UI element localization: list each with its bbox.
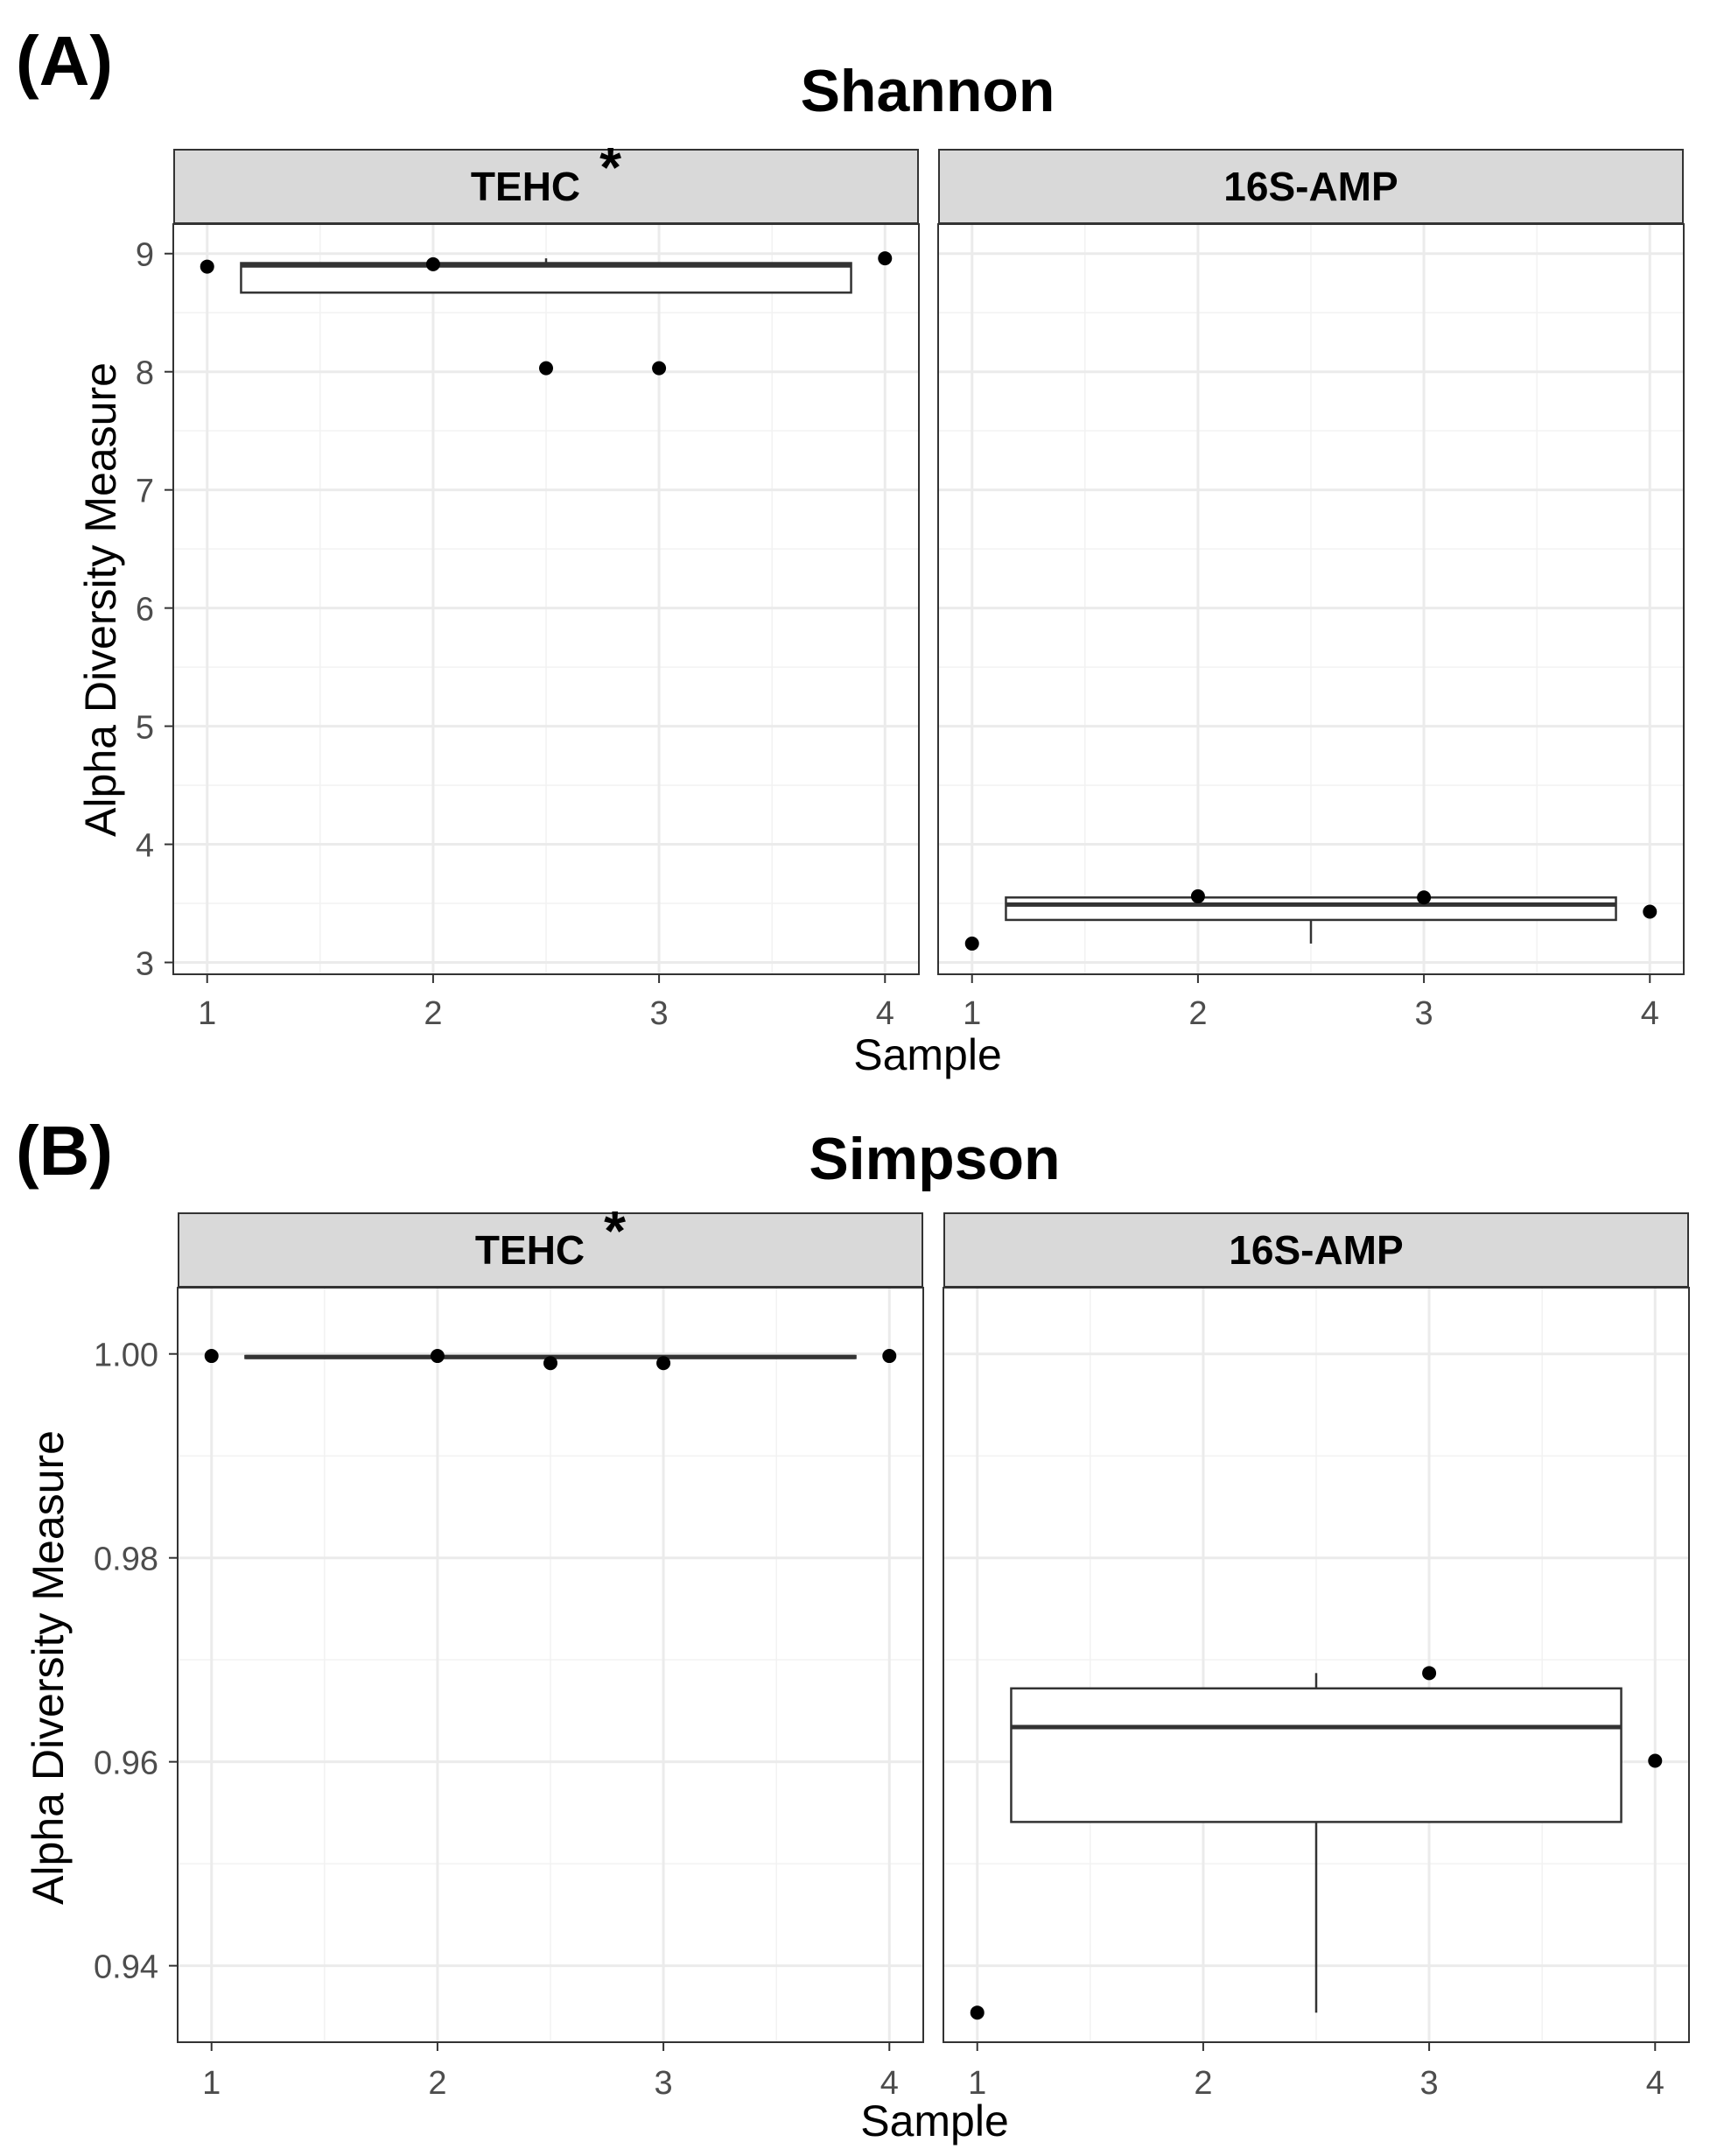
facet-label-tehc-b: TEHC bbox=[474, 1227, 585, 1273]
data-point bbox=[430, 1349, 445, 1364]
panel-label-a: (A) bbox=[16, 22, 114, 100]
y-tick-label-a: 5 bbox=[136, 710, 154, 747]
y-tick-label-a: 7 bbox=[136, 474, 154, 510]
data-point bbox=[1648, 1753, 1663, 1768]
panel-border-a1 bbox=[937, 223, 1685, 975]
significance-star-b: * bbox=[604, 1199, 627, 1262]
x-tick-label-b: 2 bbox=[1194, 2065, 1212, 2102]
simpson-plot: 0.94 0.96 0.98 1.00 1 2 3 4 1 2 3 4 bbox=[94, 1287, 1690, 2102]
y-tick-label-b: 0.94 bbox=[94, 1949, 158, 1986]
x-tick-label-b: 2 bbox=[428, 2065, 446, 2102]
data-point bbox=[1190, 888, 1205, 903]
facet-label-16s-a: 16S-AMP bbox=[1223, 164, 1398, 209]
chart-title-simpson: Simpson bbox=[809, 1126, 1061, 1192]
x-tick-label-a: 2 bbox=[424, 995, 442, 1032]
x-tick-label-a: 3 bbox=[650, 995, 669, 1032]
panel-border-b1 bbox=[943, 1287, 1690, 2043]
shannon-plot: 3 4 5 6 7 8 9 1 2 3 4 1 2 3 4 bbox=[136, 223, 1685, 1032]
panel-border-a0 bbox=[172, 223, 920, 975]
data-point bbox=[204, 1349, 219, 1364]
box-iqr bbox=[1005, 896, 1617, 922]
data-point bbox=[1422, 1666, 1437, 1681]
x-tick-label-a: 1 bbox=[963, 995, 981, 1032]
y-tick-label-a: 4 bbox=[136, 828, 154, 865]
facet-label-16s-b: 16S-AMP bbox=[1229, 1227, 1404, 1273]
y-tick-label-b: 0.96 bbox=[94, 1745, 158, 1782]
y-tick-label-b: 0.98 bbox=[94, 1542, 158, 1578]
x-tick-label-a: 4 bbox=[876, 995, 894, 1032]
panel-border-b0 bbox=[177, 1287, 924, 2043]
data-point bbox=[964, 936, 979, 951]
panel-label-b: (B) bbox=[16, 1112, 114, 1190]
y-tick-label-a: 9 bbox=[136, 237, 154, 274]
data-point bbox=[1417, 890, 1432, 905]
facet-strip-tehc-b: TEHC * bbox=[178, 1199, 923, 1288]
box-iqr bbox=[1010, 1687, 1622, 1823]
x-tick-label-b: 1 bbox=[968, 2065, 986, 2102]
x-tick-label-b: 4 bbox=[1646, 2065, 1664, 2102]
data-point bbox=[970, 2005, 985, 2020]
x-tick-label-a: 1 bbox=[198, 995, 216, 1032]
x-tick-label-b: 1 bbox=[202, 2065, 221, 2102]
chart-title-shannon: Shannon bbox=[800, 58, 1055, 124]
data-point bbox=[200, 259, 214, 274]
x-tick-label-a: 3 bbox=[1415, 995, 1433, 1032]
box-iqr bbox=[240, 262, 852, 294]
data-point bbox=[882, 1349, 897, 1364]
data-point bbox=[656, 1356, 671, 1371]
x-axis-label-a: Sample bbox=[853, 1030, 1002, 1079]
y-tick-label-a: 6 bbox=[136, 592, 154, 629]
x-tick-label-b: 3 bbox=[1420, 2065, 1439, 2102]
y-tick-label-a: 8 bbox=[136, 355, 154, 392]
x-tick-label-b: 4 bbox=[880, 2065, 899, 2102]
data-point bbox=[543, 1356, 557, 1371]
y-tick-label-b: 1.00 bbox=[94, 1338, 158, 1374]
x-tick-label-a: 4 bbox=[1641, 995, 1659, 1032]
x-tick-label-b: 3 bbox=[655, 2065, 673, 2102]
y-tick-label-a: 3 bbox=[136, 946, 154, 983]
data-point bbox=[425, 256, 440, 271]
significance-star-a: * bbox=[599, 136, 622, 199]
facet-label-tehc-a: TEHC bbox=[470, 164, 581, 209]
data-point bbox=[652, 361, 667, 376]
data-point bbox=[1643, 904, 1657, 919]
x-axis-label-b: Sample bbox=[860, 2096, 1009, 2145]
y-axis-label-a: Alpha Diversity Measure bbox=[76, 362, 125, 837]
y-axis-label-b: Alpha Diversity Measure bbox=[24, 1430, 73, 1905]
x-tick-label-a: 2 bbox=[1188, 995, 1207, 1032]
data-point bbox=[539, 361, 553, 376]
data-point bbox=[878, 251, 893, 266]
